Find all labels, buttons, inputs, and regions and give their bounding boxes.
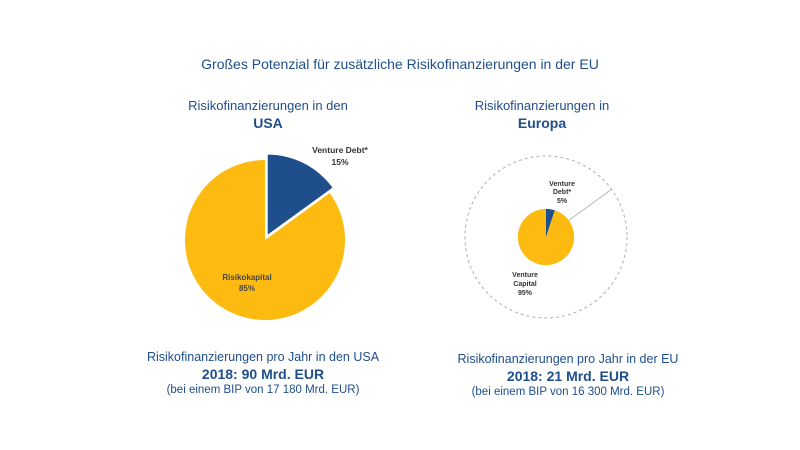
usa-heading-line2: USA bbox=[253, 115, 283, 131]
eu-debt-label-line1: Venture bbox=[549, 181, 575, 188]
eu-footer-gdp: (bei einem BIP von 16 300 Mrd. EUR) bbox=[471, 386, 665, 398]
eu-capital-value: 95% bbox=[518, 290, 533, 297]
usa-capital-label: Risikokapital bbox=[222, 273, 271, 282]
usa-capital-value: 85% bbox=[239, 284, 255, 293]
usa-footer-line1: Risikofinanzierungen pro Jahr in den USA bbox=[146, 350, 380, 364]
eu-comparison-circle-outline bbox=[464, 155, 628, 319]
usa-footer: Risikofinanzierungen pro Jahr in den USA… bbox=[93, 350, 433, 396]
usa-debt-label: Venture Debt* bbox=[312, 145, 368, 155]
eu-footer: Risikofinanzierungen pro Jahr in der EU … bbox=[398, 352, 738, 398]
eu-debt-value: 5% bbox=[557, 198, 568, 205]
usa-debt-value: 15% bbox=[331, 157, 348, 167]
eu-heading-line2: Europa bbox=[517, 115, 567, 131]
chart-title: Großes Potenzial für zusätzliche Risikof… bbox=[201, 56, 599, 72]
eu-capital-label-line1: Venture bbox=[512, 272, 538, 279]
eu-debt-label-line2: Debt* bbox=[553, 189, 572, 196]
eu-heading-line1: Risikofinanzierungen in bbox=[474, 98, 610, 113]
eu-footer-total: 2018: 21 Mrd. EUR bbox=[506, 368, 630, 384]
usa-risk-capital-slice bbox=[184, 160, 345, 320]
eu-pie-chart: Venture Debt* 5% Venture Capital 95% bbox=[464, 155, 628, 319]
eu-venture-debt-slice bbox=[546, 208, 555, 237]
usa-footer-gdp: (bei einem BIP von 17 180 Mrd. EUR) bbox=[166, 384, 360, 396]
eu-footer-line1: Risikofinanzierungen pro Jahr in der EU bbox=[457, 352, 679, 366]
eu-capital-label-line2: Capital bbox=[513, 281, 536, 288]
usa-pie-chart: Venture Debt* 15% Risikokapital 85% bbox=[184, 145, 369, 320]
eu-heading: Risikofinanzierungen in Europa bbox=[392, 98, 692, 131]
eu-venture-capital-slice bbox=[517, 208, 575, 266]
usa-heading: Risikofinanzierungen in den USA bbox=[118, 98, 418, 131]
usa-heading-line1: Risikofinanzierungen in den bbox=[188, 98, 348, 113]
usa-footer-total: 2018: 90 Mrd. EUR bbox=[201, 366, 325, 382]
usa-venture-debt-slice bbox=[267, 154, 333, 235]
